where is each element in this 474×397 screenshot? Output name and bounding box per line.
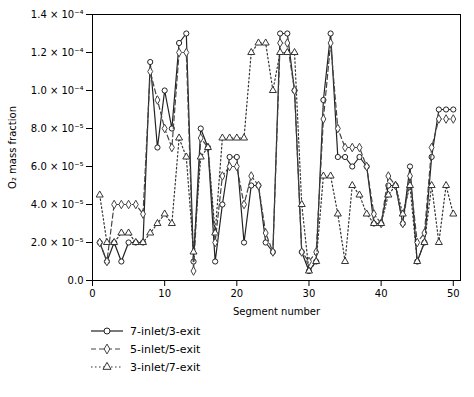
svg-text:1.0 × 10⁻⁴: 1.0 × 10⁻⁴	[31, 85, 84, 96]
svg-text:8.0 × 10⁻⁵: 8.0 × 10⁻⁵	[31, 123, 84, 134]
svg-text:30: 30	[303, 288, 316, 299]
svg-text:0.0: 0.0	[68, 275, 84, 286]
html-text:7-inlet/3-exit: 7-inlet/3-exit	[130, 324, 201, 338]
html-text:5-inlet/5-exit: 5-inlet/5-exit	[130, 342, 201, 356]
html-text:3-inlet/7-exit: 3-inlet/7-exit	[130, 360, 201, 374]
svg-text:1.2 × 10⁻⁴: 1.2 × 10⁻⁴	[31, 47, 84, 58]
svg-text:10: 10	[158, 288, 171, 299]
svg-text:O₂ mass fraction: O₂ mass fraction	[7, 106, 18, 189]
svg-text:Segment number: Segment number	[233, 306, 321, 317]
svg-text:20: 20	[230, 288, 243, 299]
svg-text:0: 0	[89, 288, 95, 299]
svg-text:2.0 × 10⁻⁵: 2.0 × 10⁻⁵	[31, 237, 84, 248]
svg-text:40: 40	[375, 288, 388, 299]
svg-text:1.4 × 10⁻⁴: 1.4 × 10⁻⁴	[31, 9, 84, 20]
svg-text:50: 50	[447, 288, 460, 299]
svg-text:6.0 × 10⁻⁵: 6.0 × 10⁻⁵	[31, 161, 84, 172]
svg-text:4.0 × 10⁻⁵: 4.0 × 10⁻⁵	[31, 199, 84, 210]
